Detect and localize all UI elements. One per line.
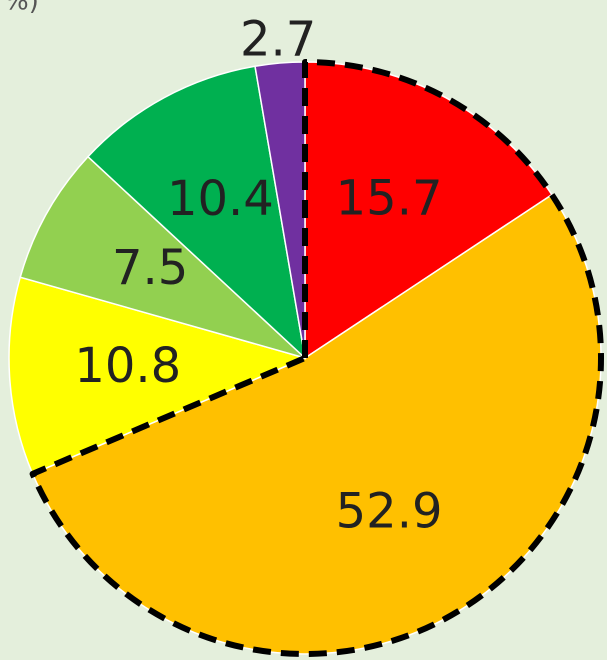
pie-slice [86,65,307,361]
pie-slice [304,61,553,360]
highlight-outline [29,59,604,657]
data-label: 10.8 [74,338,181,394]
pie-slice [8,276,308,475]
pie-slice [19,155,306,359]
data-label: 7.5 [112,240,188,296]
unit-label: %) [4,0,39,17]
data-label: 10.4 [167,171,274,227]
data-label: 52.9 [336,483,443,539]
data-label: 2.7 [240,11,316,67]
data-label: 15.7 [336,171,443,227]
